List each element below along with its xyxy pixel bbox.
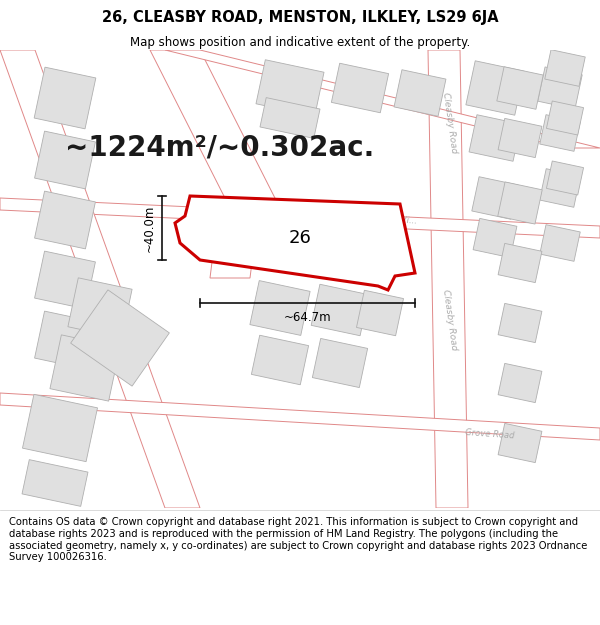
Polygon shape	[165, 50, 600, 148]
Polygon shape	[68, 278, 132, 338]
Polygon shape	[472, 177, 518, 219]
Polygon shape	[428, 50, 468, 508]
Polygon shape	[35, 191, 95, 249]
Polygon shape	[538, 67, 582, 109]
Polygon shape	[71, 290, 169, 386]
Text: Wharfedale Vi...: Wharfedale Vi...	[350, 212, 418, 226]
Polygon shape	[539, 169, 580, 208]
Polygon shape	[394, 70, 446, 116]
Polygon shape	[497, 67, 543, 109]
Polygon shape	[260, 98, 320, 138]
Text: ~64.7m: ~64.7m	[284, 311, 331, 324]
Polygon shape	[210, 198, 260, 278]
Polygon shape	[256, 60, 324, 116]
Polygon shape	[498, 182, 542, 224]
Text: Cleasby Road: Cleasby Road	[441, 92, 459, 154]
Polygon shape	[250, 281, 310, 336]
Polygon shape	[545, 50, 585, 86]
Text: Grove Road: Grove Road	[465, 428, 515, 440]
Polygon shape	[150, 50, 280, 208]
Polygon shape	[540, 115, 580, 151]
Text: Cleasby Road: Cleasby Road	[441, 289, 459, 351]
Text: 26: 26	[289, 229, 311, 247]
Polygon shape	[331, 63, 389, 112]
Polygon shape	[498, 423, 542, 462]
Polygon shape	[0, 50, 200, 508]
Text: ~40.0m: ~40.0m	[143, 204, 156, 252]
Text: 26, CLEASBY ROAD, MENSTON, ILKLEY, LS29 6JA: 26, CLEASBY ROAD, MENSTON, ILKLEY, LS29 …	[101, 10, 499, 25]
Polygon shape	[547, 101, 584, 135]
Polygon shape	[50, 335, 120, 401]
Polygon shape	[35, 131, 95, 189]
Polygon shape	[22, 394, 98, 462]
Polygon shape	[313, 339, 368, 388]
Text: Map shows position and indicative extent of the property.: Map shows position and indicative extent…	[130, 36, 470, 49]
Polygon shape	[0, 198, 600, 238]
Polygon shape	[498, 303, 542, 343]
Polygon shape	[473, 218, 517, 258]
Polygon shape	[466, 61, 524, 115]
Polygon shape	[498, 363, 542, 403]
Text: ~1224m²/~0.302ac.: ~1224m²/~0.302ac.	[65, 134, 374, 162]
Polygon shape	[22, 459, 88, 506]
Polygon shape	[311, 284, 369, 336]
Polygon shape	[547, 161, 584, 195]
Polygon shape	[498, 243, 542, 282]
Text: Contains OS data © Crown copyright and database right 2021. This information is : Contains OS data © Crown copyright and d…	[9, 518, 587, 562]
Polygon shape	[540, 225, 580, 261]
Polygon shape	[0, 393, 600, 440]
Polygon shape	[251, 335, 308, 385]
Polygon shape	[498, 118, 542, 158]
Polygon shape	[356, 290, 404, 336]
Polygon shape	[35, 251, 95, 309]
Polygon shape	[175, 196, 415, 290]
Polygon shape	[35, 311, 95, 369]
Polygon shape	[34, 67, 96, 129]
Polygon shape	[469, 115, 521, 161]
